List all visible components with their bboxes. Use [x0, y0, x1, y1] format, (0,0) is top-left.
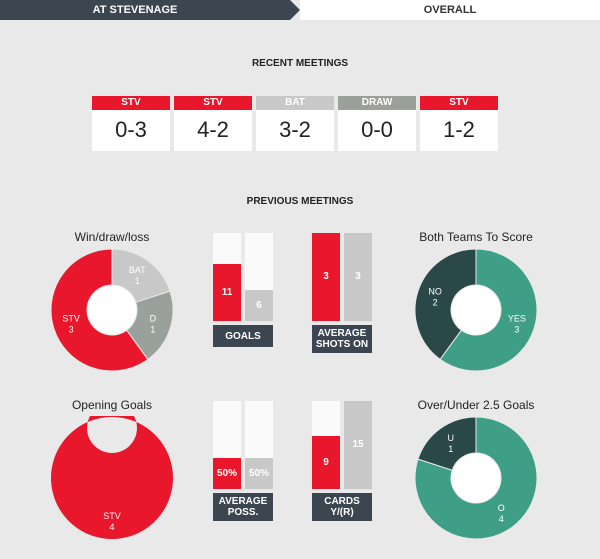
donut-slice — [50, 248, 149, 372]
meeting-score: 1-2 — [443, 117, 475, 142]
meeting-result-tag: BAT — [256, 96, 334, 110]
cards-caption-line1: CARDS — [324, 496, 360, 507]
donut-slice-label: YES — [508, 313, 526, 323]
poss-away-bar — [245, 458, 273, 489]
poss-caption: AVERAGE POSS. — [213, 493, 273, 521]
donut-slice — [417, 416, 477, 471]
donut-slice-value: 3 — [514, 324, 519, 334]
shots-stat: 3 3 AVERAGE SHOTS ON — [312, 233, 376, 355]
donut-slice — [439, 248, 538, 372]
goals-away-value: 6 — [256, 299, 262, 311]
shots-caption-line2: SHOTS ON — [315, 339, 369, 350]
meeting-score: 4-2 — [197, 117, 229, 142]
cards-caption-line2: Y/(R) — [330, 507, 354, 518]
meeting-card: STV 0-3 — [92, 96, 170, 151]
tab-overall[interactable]: OVERALL — [300, 0, 600, 20]
meeting-card: STV 1-2 — [420, 96, 498, 151]
shots-home-bar — [312, 233, 340, 321]
cards-home-bar-track: 9 — [312, 401, 340, 489]
cards-away-bar-track: 15 — [344, 401, 372, 489]
goals-home-bar — [213, 264, 241, 321]
shots-caption-line1: AVERAGE — [317, 328, 367, 339]
goals-away-bar-track: 6 — [245, 233, 273, 321]
previous-meetings-title: PREVIOUS MEETINGS — [246, 196, 354, 207]
goals-caption: GOALS — [213, 325, 273, 347]
donut-slice-label: U — [447, 433, 454, 443]
cards-stat: 9 15 CARDS Y/(R) — [312, 401, 376, 525]
donut-slice-label: BAT — [129, 265, 146, 275]
donut-slice-label: D — [150, 313, 157, 323]
cards-home-bar — [312, 436, 340, 489]
poss-caption-line2: POSS. — [227, 507, 259, 518]
meeting-result-tag: STV — [92, 96, 170, 110]
ou-donut: O4 U1 — [414, 416, 538, 540]
donut-slice-value: 1 — [150, 324, 155, 334]
poss-home-bar-track: 50% — [213, 401, 241, 489]
goals-home-value: 11 — [221, 286, 233, 298]
shots-caption: AVERAGE SHOTS ON — [312, 325, 372, 353]
cards-away-value: 15 — [352, 439, 364, 450]
recent-meetings: STV 0-3 STV 4-2 BAT 3-2 DRAW 0-0 STV 1-2 — [92, 96, 498, 151]
donut-slice-value: 4 — [499, 514, 504, 524]
opening-title: Opening Goals — [71, 398, 153, 412]
ou-title: Over/Under 2.5 Goals — [417, 398, 535, 412]
shots-away-value: 3 — [355, 271, 361, 282]
donut-slice-label: NO — [428, 287, 442, 297]
meeting-result-tag: STV — [174, 96, 252, 110]
poss-stat: 50% 50% AVERAGE POSS. — [213, 401, 277, 525]
recent-meetings-title: RECENT MEETINGS — [251, 58, 349, 69]
poss-caption-line1: AVERAGE — [218, 496, 268, 507]
shots-away-bar — [344, 233, 372, 321]
shots-home-value: 3 — [323, 271, 329, 282]
venue-tabs: AT STEVENAGE OVERALL — [0, 0, 600, 20]
meeting-score: 0-3 — [115, 117, 147, 142]
wdl-title: Win/draw/loss — [74, 230, 150, 244]
goals-away-bar — [245, 290, 273, 321]
donut-slice — [125, 290, 174, 361]
donut-hole — [451, 285, 501, 335]
meeting-card: BAT 3-2 — [256, 96, 334, 151]
donut-slice-value: 3 — [69, 324, 74, 334]
donut-slice-label: O — [498, 503, 505, 513]
donut-slice-label: STV — [62, 313, 80, 323]
meeting-score: 0-0 — [361, 117, 393, 142]
goals-home-bar-track: 11 — [213, 233, 241, 321]
cards-away-bar — [344, 401, 372, 489]
donut-slice-label: STV — [103, 511, 121, 521]
donut-slice — [414, 248, 477, 361]
donut-hole — [451, 453, 501, 503]
donut-slice — [51, 416, 173, 539]
donut-slice-value: 2 — [433, 298, 438, 308]
meeting-score: 3-2 — [279, 117, 311, 142]
poss-away-value: 50% — [248, 467, 269, 479]
tab-background — [0, 0, 300, 20]
donut-slice — [414, 416, 538, 540]
poss-home-value: 50% — [216, 467, 237, 479]
meeting-result-tag: STV — [420, 96, 498, 110]
meeting-card: STV 4-2 — [174, 96, 252, 151]
tab-at-stevenage-label: AT STEVENAGE — [92, 4, 178, 16]
cards-caption: CARDS Y/(R) — [312, 493, 372, 521]
poss-home-bar — [213, 458, 241, 489]
btts-title: Both Teams To Score — [419, 230, 533, 244]
donut-hole — [87, 285, 137, 335]
meeting-result-tag: DRAW — [338, 96, 416, 110]
goals-stat: 11 6 GOALS — [213, 233, 277, 355]
donut-slice-value: 4 — [109, 522, 114, 532]
poss-away-bar-track: 50% — [245, 401, 273, 489]
donut-slice-value: 1 — [135, 276, 140, 286]
tab-at-stevenage[interactable]: AT STEVENAGE — [0, 0, 300, 20]
meeting-card: DRAW 0-0 — [338, 96, 416, 151]
donut-slice-value: 1 — [448, 444, 453, 454]
shots-away-bar-track: 3 — [344, 233, 372, 321]
cards-home-value: 9 — [323, 456, 329, 468]
shots-home-bar-track: 3 — [312, 233, 340, 321]
